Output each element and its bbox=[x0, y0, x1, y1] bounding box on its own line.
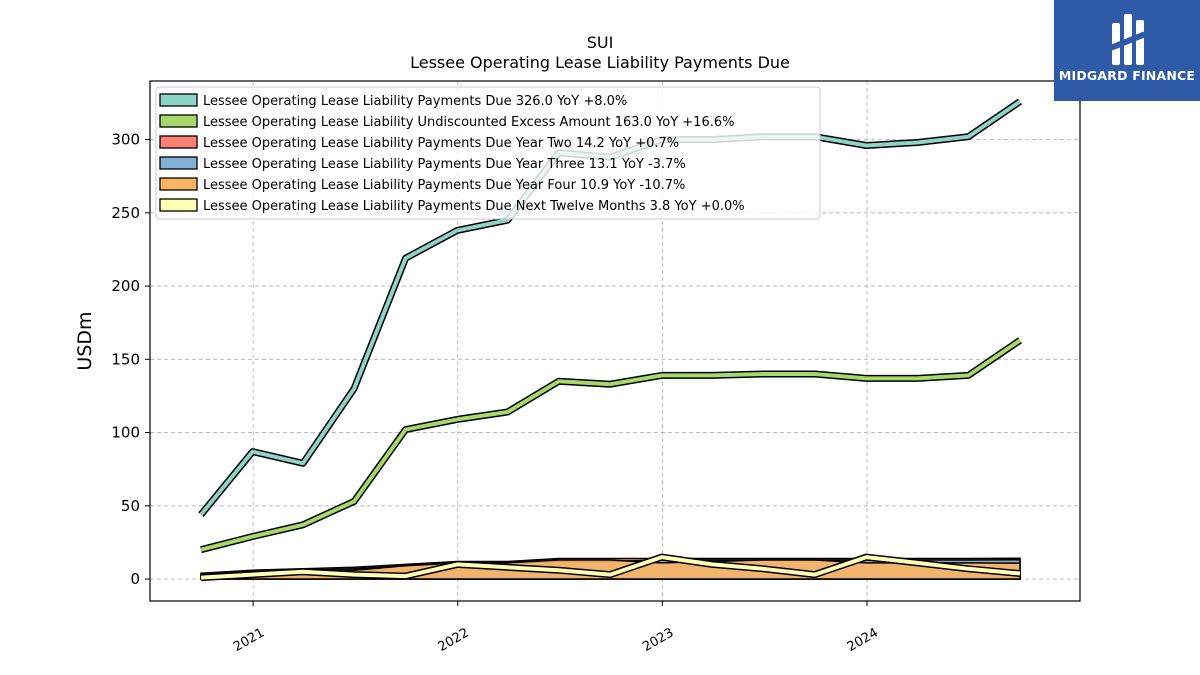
legend-entry: Lessee Operating Lease Liability Payment… bbox=[203, 136, 679, 151]
y-tick-label: 200 bbox=[111, 277, 140, 295]
legend-entry: Lessee Operating Lease Liability Payment… bbox=[203, 199, 745, 214]
chart-title: SUI bbox=[586, 33, 614, 52]
brand-logo: MIDGARD FINANCE bbox=[1054, 0, 1200, 101]
y-tick-label: 50 bbox=[121, 497, 140, 515]
legend-swatch bbox=[159, 93, 198, 107]
brand-name: MIDGARD FINANCE bbox=[1058, 68, 1196, 83]
x-tick-label: 2023 bbox=[640, 625, 676, 655]
y-tick-label: 300 bbox=[111, 131, 140, 149]
legend-swatch bbox=[159, 135, 198, 149]
legend-swatch bbox=[159, 114, 198, 128]
x-tick-label: 2022 bbox=[436, 625, 472, 655]
series-line-outline-1 bbox=[200, 337, 1022, 554]
y-tick-label: 0 bbox=[130, 570, 140, 588]
plot-frame bbox=[149, 80, 1081, 602]
chart-subtitle: Lessee Operating Lease Liability Payment… bbox=[410, 53, 790, 72]
legend-entry: Lessee Operating Lease Liability Payment… bbox=[203, 94, 627, 109]
x-tick-label: 2021 bbox=[231, 625, 267, 655]
series-line-1 bbox=[200, 338, 1022, 552]
y-tick-label: 250 bbox=[111, 204, 140, 222]
y-tick-label: 100 bbox=[111, 424, 140, 442]
legend-entry: Lessee Operating Lease Liability Payment… bbox=[203, 178, 685, 193]
legend-box bbox=[155, 86, 821, 220]
y-tick-label: 150 bbox=[111, 350, 140, 368]
legend-swatch bbox=[159, 198, 198, 212]
legend-entry: Lessee Operating Lease Liability Payment… bbox=[203, 157, 686, 172]
legend: Lessee Operating Lease Liability Payment… bbox=[155, 86, 821, 220]
x-tick-label: 2024 bbox=[845, 625, 881, 655]
logo-mark-icon bbox=[1110, 14, 1146, 65]
legend-swatch bbox=[159, 156, 198, 170]
legend-swatch bbox=[159, 177, 198, 191]
y-axis-label: USDm bbox=[74, 311, 96, 370]
legend-entry: Lessee Operating Lease Liability Undisco… bbox=[203, 115, 734, 130]
series-line-5 bbox=[200, 555, 1021, 580]
